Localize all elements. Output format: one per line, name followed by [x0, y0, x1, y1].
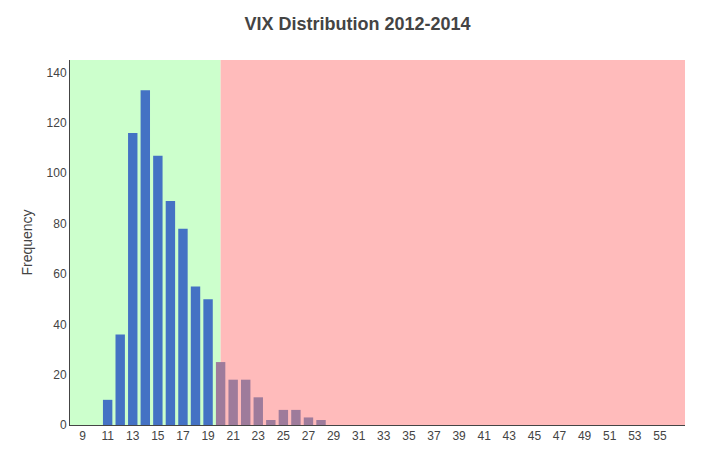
svg-text:100: 100 [47, 166, 67, 180]
svg-text:55: 55 [653, 429, 667, 443]
svg-text:140: 140 [47, 66, 67, 80]
svg-text:45: 45 [528, 429, 542, 443]
svg-text:80: 80 [53, 217, 67, 231]
svg-text:51: 51 [603, 429, 617, 443]
svg-text:9: 9 [79, 429, 86, 443]
svg-text:37: 37 [427, 429, 441, 443]
svg-text:29: 29 [327, 429, 341, 443]
svg-text:13: 13 [126, 429, 140, 443]
svg-text:VIX Distribution 2012-2014: VIX Distribution 2012-2014 [244, 14, 470, 34]
svg-text:27: 27 [302, 429, 316, 443]
svg-text:120: 120 [47, 116, 67, 130]
svg-text:39: 39 [452, 429, 466, 443]
svg-text:33: 33 [377, 429, 391, 443]
svg-text:15: 15 [151, 429, 165, 443]
svg-text:11: 11 [101, 429, 114, 443]
svg-text:0: 0 [60, 418, 67, 432]
svg-text:47: 47 [553, 429, 567, 443]
svg-text:40: 40 [53, 318, 67, 332]
svg-text:60: 60 [53, 267, 67, 281]
svg-text:25: 25 [277, 429, 291, 443]
svg-text:41: 41 [478, 429, 492, 443]
svg-text:53: 53 [628, 429, 642, 443]
svg-text:43: 43 [503, 429, 517, 443]
svg-text:31: 31 [352, 429, 366, 443]
svg-text:21: 21 [226, 429, 240, 443]
svg-text:17: 17 [176, 429, 190, 443]
svg-text:Frequency: Frequency [19, 209, 35, 275]
svg-text:19: 19 [201, 429, 215, 443]
svg-text:49: 49 [578, 429, 592, 443]
svg-text:35: 35 [402, 429, 416, 443]
svg-text:20: 20 [53, 368, 67, 382]
svg-text:23: 23 [252, 429, 266, 443]
